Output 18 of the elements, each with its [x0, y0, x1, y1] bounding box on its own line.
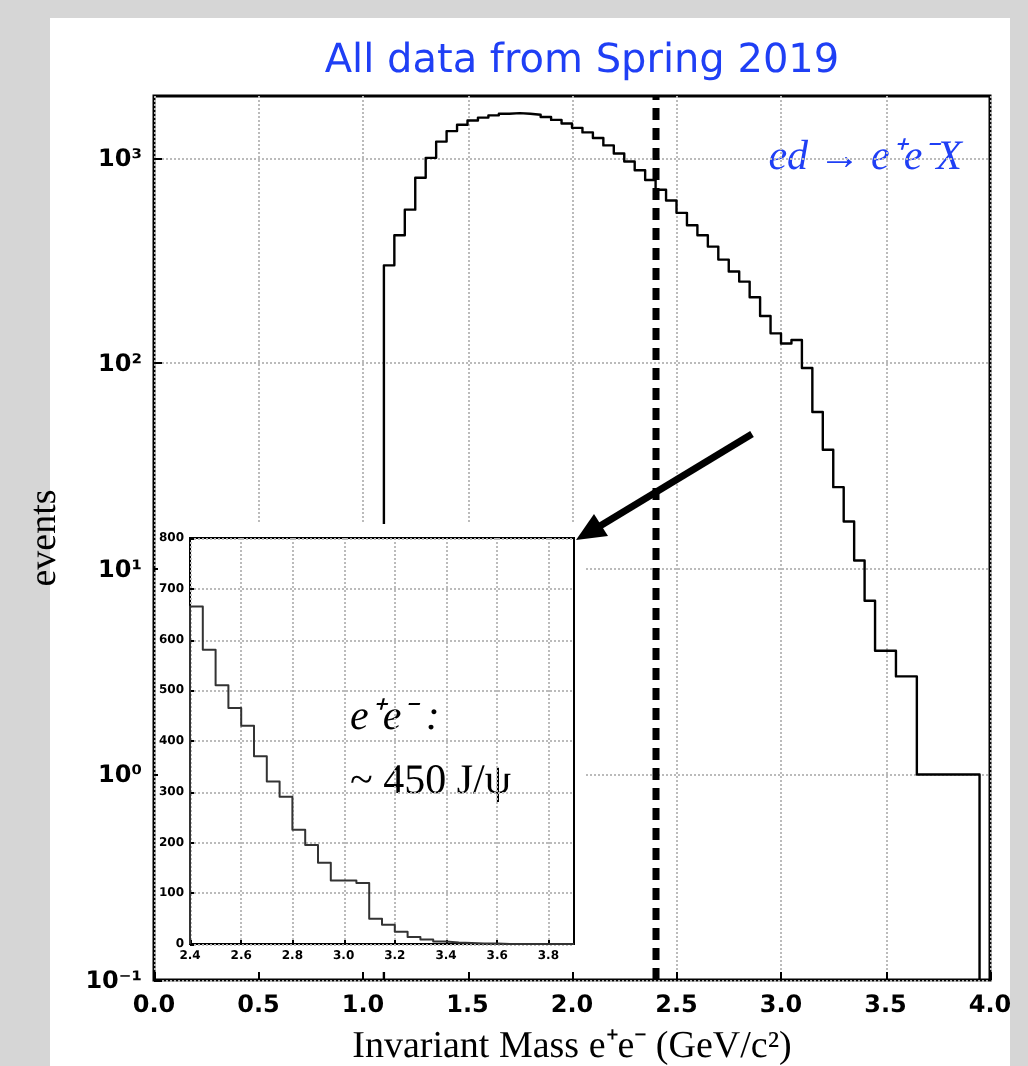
x-axis-title: Invariant Mass e⁺e⁻ (GeV/c²): [352, 1024, 792, 1066]
x-tick-label: 0.5: [237, 990, 280, 1018]
x-tick-label: 0.0: [132, 990, 176, 1018]
x-tick-label: 4.0: [968, 990, 1012, 1018]
annotation: e⁺e⁻ :: [350, 691, 440, 739]
x-tick-label: 3.5: [864, 990, 907, 1018]
y-tick-label: 10⁰: [98, 760, 142, 789]
x-tick-label: 3.0: [759, 990, 803, 1018]
y-axis-title: events: [22, 489, 65, 587]
x-tick-label: 2.5: [655, 990, 698, 1018]
x-tick-label: 1.0: [341, 990, 385, 1018]
y-tick-label: 10³: [98, 143, 142, 172]
chart-title: All data from Spring 2019: [324, 34, 840, 82]
x-tick-label: 1.5: [446, 990, 489, 1018]
y-tick-label: 10⁻¹: [85, 966, 142, 994]
x-tick-label: 2.0: [550, 990, 594, 1018]
y-tick-label: 10²: [98, 349, 142, 378]
y-tick-label: 10¹: [98, 554, 142, 583]
